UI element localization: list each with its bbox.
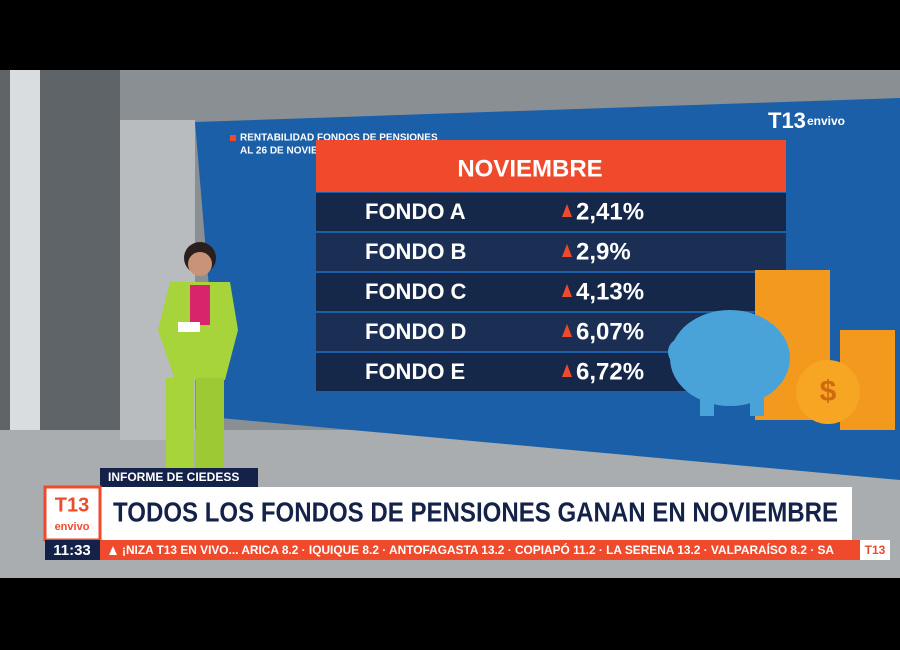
presenter <box>158 242 238 468</box>
piggy-illustration: $ <box>668 270 895 430</box>
up-arrow <box>562 244 572 257</box>
fund-name: FONDO D <box>365 319 466 344</box>
screen-logo-brand: T13 <box>768 108 806 133</box>
tag-box <box>100 468 258 487</box>
clock: 11:33 <box>53 542 91 559</box>
logo-box <box>43 485 102 542</box>
ticker-box <box>100 540 860 560</box>
ticker-arrow <box>109 546 117 555</box>
fund-return: 6,07% <box>576 318 644 345</box>
ticker: ¡NIZA T13 EN VIVO... ARICA 8.2 · IQUIQUE… <box>122 542 834 557</box>
up-arrow <box>562 324 572 337</box>
clock-box <box>45 540 100 560</box>
fund-name: FONDO E <box>365 359 465 384</box>
fund-return: 2,41% <box>576 198 644 225</box>
screen-subtitle: AL 26 DE NOVIEMBRE <box>240 146 347 157</box>
svg-text:$: $ <box>820 375 837 408</box>
table-row <box>316 193 786 231</box>
ticker-logo: T13 <box>865 543 886 557</box>
fund-name: FONDO C <box>365 279 467 304</box>
up-arrow <box>562 284 572 297</box>
fund-name: FONDO B <box>365 239 466 264</box>
logo-brand: T13 <box>55 494 89 516</box>
fund-name: FONDO A <box>365 199 466 224</box>
studio-pillar <box>10 70 40 450</box>
up-arrow <box>562 364 572 377</box>
table-header-band <box>316 140 786 192</box>
fund-return: 2,9% <box>576 238 631 265</box>
headline: TODOS LOS FONDOS DE PENSIONES GANAN EN N… <box>113 496 838 527</box>
fund-return: 6,72% <box>576 358 644 385</box>
title-marker <box>230 135 236 141</box>
table-row <box>316 233 786 271</box>
screen-logo-live: envivo <box>807 114 845 128</box>
up-arrow <box>562 204 572 217</box>
fund-return: 4,13% <box>576 278 644 305</box>
screen-title: RENTABILIDAD FONDOS DE PENSIONES <box>240 133 438 144</box>
table-row <box>316 273 786 311</box>
headline-box <box>100 487 852 540</box>
table-header: NOVIEMBRE <box>457 155 602 182</box>
ticker-logo-box <box>860 540 890 560</box>
tag: INFORME DE CIEDESS <box>108 470 239 484</box>
logo-live: envivo <box>55 521 90 533</box>
